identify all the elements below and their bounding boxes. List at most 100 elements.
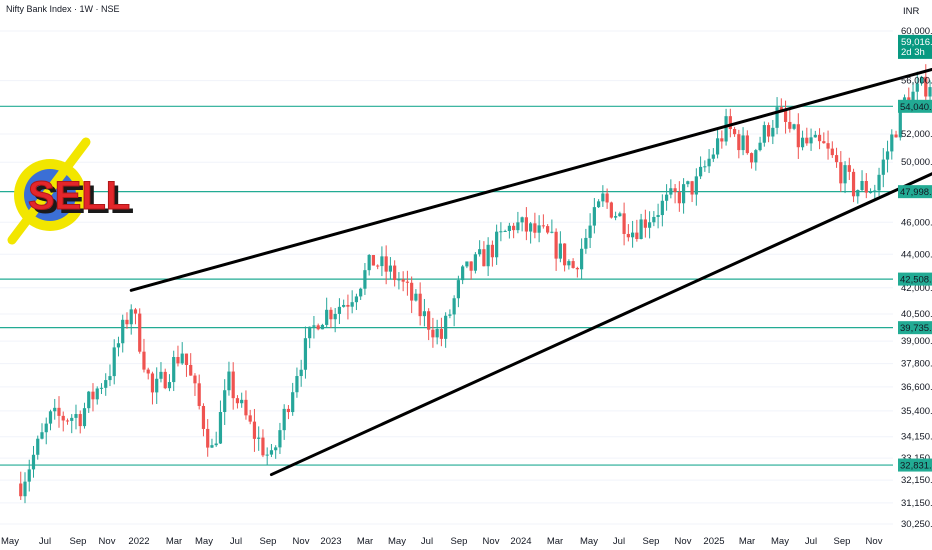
- candle: [214, 431, 218, 447]
- candle: [541, 214, 545, 229]
- candle-body: [826, 143, 830, 149]
- candle: [201, 403, 206, 437]
- candle-body: [626, 233, 630, 238]
- trendline-lower[interactable]: [269, 124, 932, 477]
- candle-body: [227, 371, 231, 391]
- level-tag: 32,831.40: [898, 458, 932, 472]
- candle: [614, 211, 618, 221]
- candle-body: [813, 134, 817, 138]
- candle: [380, 246, 384, 277]
- candle-body: [698, 166, 703, 177]
- candle-body: [563, 243, 567, 266]
- candle: [737, 129, 741, 159]
- candle-body: [405, 281, 410, 283]
- trendline-upper[interactable]: [129, 39, 932, 292]
- candle: [520, 216, 524, 232]
- candle-body: [325, 309, 329, 325]
- candle: [690, 180, 694, 203]
- candle: [129, 304, 133, 335]
- price-tick-label: 40,500.00: [901, 309, 932, 320]
- candle-body: [771, 127, 775, 137]
- candle: [571, 258, 575, 269]
- candle: [711, 148, 715, 162]
- price-tick-label: 34,150.00: [901, 432, 932, 443]
- current-price-tag-bg: [898, 34, 932, 59]
- candle: [108, 364, 112, 387]
- candle-body: [384, 256, 388, 272]
- candle-body: [788, 121, 792, 129]
- time-tick-label: Sep: [643, 536, 660, 547]
- candle: [554, 228, 558, 271]
- level-tag: 39,735.35: [898, 321, 932, 335]
- candle: [346, 294, 350, 320]
- candle: [677, 181, 681, 212]
- candle: [851, 168, 856, 203]
- candle-body: [410, 282, 414, 301]
- candle-body: [775, 107, 779, 128]
- candle-body: [520, 217, 524, 223]
- candle-body: [261, 437, 265, 456]
- candle: [159, 362, 163, 383]
- time-tick-label: Mar: [547, 536, 563, 547]
- candle-body: [567, 261, 571, 266]
- level-tag: 54,040.30: [898, 99, 932, 113]
- candle: [235, 395, 240, 409]
- candle: [478, 240, 482, 257]
- candle: [669, 179, 673, 199]
- candle-body: [720, 138, 724, 142]
- candle: [125, 312, 129, 329]
- candle: [163, 368, 167, 390]
- candle: [337, 298, 342, 325]
- candle-body: [427, 311, 431, 330]
- candle: [796, 113, 800, 159]
- time-tick-label: Mar: [166, 536, 182, 547]
- candle-body: [822, 141, 826, 144]
- candle: [486, 237, 490, 277]
- candle-body: [146, 369, 150, 374]
- candle-body: [61, 415, 65, 421]
- candle: [444, 312, 448, 348]
- candle-body: [550, 231, 554, 233]
- candle-body: [189, 364, 193, 376]
- level-tag-bg: [898, 458, 932, 472]
- candle-body: [333, 313, 337, 320]
- price-tick-label: 50,000.00: [901, 157, 932, 168]
- candle-body: [197, 383, 201, 406]
- time-axis[interactable]: May Jul Sep Nov 2022 Mar May Jul Sep Nov 2023 Mar Ma…: [1, 536, 883, 547]
- candle-body: [27, 469, 31, 482]
- candle-body: [99, 387, 104, 389]
- candle: [82, 402, 87, 429]
- candle: [53, 398, 57, 420]
- candle: [367, 254, 371, 276]
- level-tag-bg: [898, 185, 932, 199]
- candle-body: [749, 153, 754, 163]
- candle-body: [376, 265, 380, 267]
- price-tick-label: 36,600.00: [901, 382, 932, 393]
- candle: [303, 326, 308, 379]
- candle-body: [546, 226, 550, 233]
- candle: [410, 276, 414, 314]
- candle-body: [461, 266, 465, 281]
- candle: [758, 136, 762, 152]
- price-tick-label: 52,000.00: [901, 129, 932, 140]
- candle-body: [116, 343, 121, 348]
- candle-body: [36, 438, 40, 455]
- candle-body: [864, 181, 868, 193]
- candle: [609, 201, 613, 219]
- candle: [252, 408, 257, 452]
- candle-body: [664, 194, 669, 201]
- candle-body: [167, 382, 172, 389]
- level-tag-label: 32,831.40: [900, 461, 932, 472]
- candle: [342, 299, 346, 308]
- candle-body: [877, 174, 881, 191]
- candle-body: [609, 202, 613, 218]
- candle-body: [890, 134, 894, 152]
- candle-body: [686, 181, 690, 185]
- candle-body: [571, 261, 575, 268]
- candle: [771, 120, 775, 145]
- candle-body: [741, 135, 745, 151]
- candle: [91, 383, 95, 412]
- candle: [465, 261, 469, 269]
- candle: [95, 386, 99, 405]
